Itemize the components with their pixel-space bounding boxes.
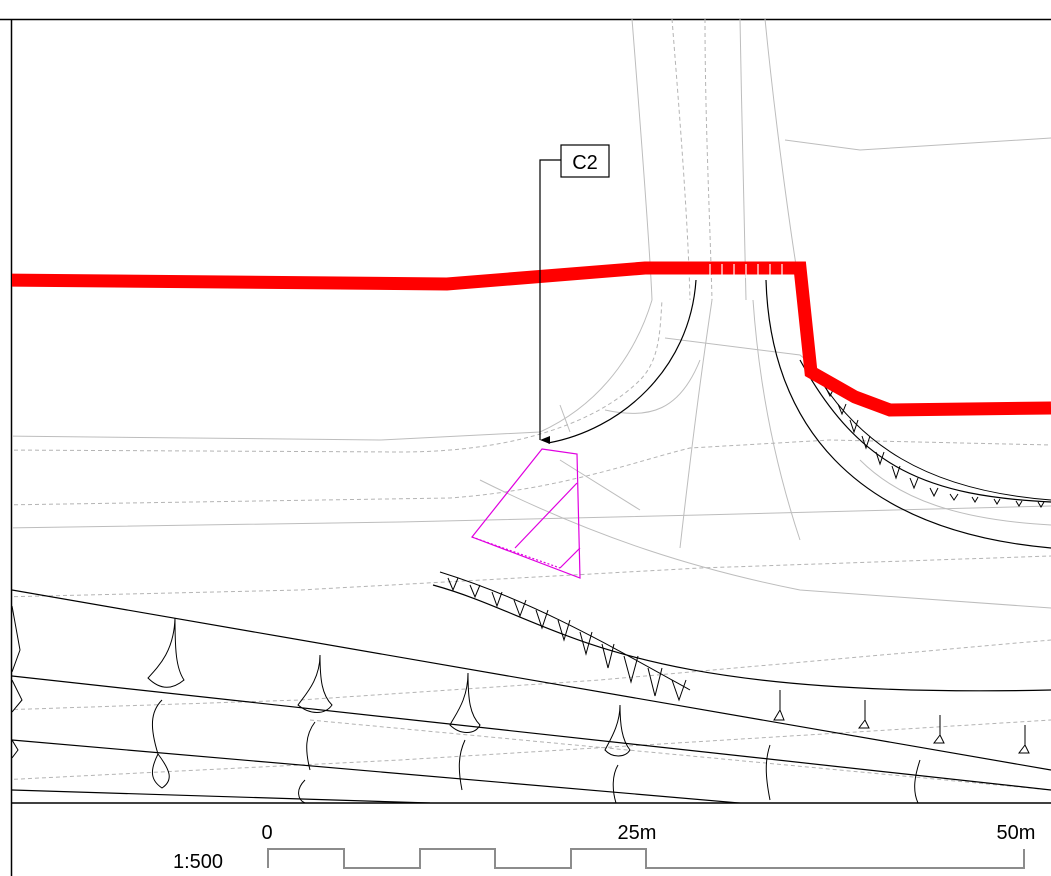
kerb-linework (12, 279, 1051, 803)
proposed-area-outline (471, 448, 581, 579)
scale-tick-label-50m: 50m (997, 822, 1036, 844)
callout-label-text: C2 (572, 152, 598, 174)
scale-tick-label-25m: 25m (618, 822, 657, 844)
red-line-boundary (12, 261, 1051, 417)
callout-c2: C2 (539, 144, 610, 444)
scale-ratio-label: 1:500 (173, 851, 223, 873)
existing-dashed-linework (12, 19, 1051, 791)
embankment-hatching (439, 379, 1051, 702)
scale-tick-label-0: 0 (261, 822, 272, 844)
existing-linework (12, 19, 1051, 609)
slope-symbols (12, 605, 1030, 803)
boundary-tick-marks (709, 264, 783, 278)
scale-bar: 0 25m 50m 1:500 (173, 822, 1035, 873)
sheet-frame (0, 18, 1051, 876)
scale-bar-line (267, 848, 1025, 869)
callout-label-box (560, 144, 610, 178)
